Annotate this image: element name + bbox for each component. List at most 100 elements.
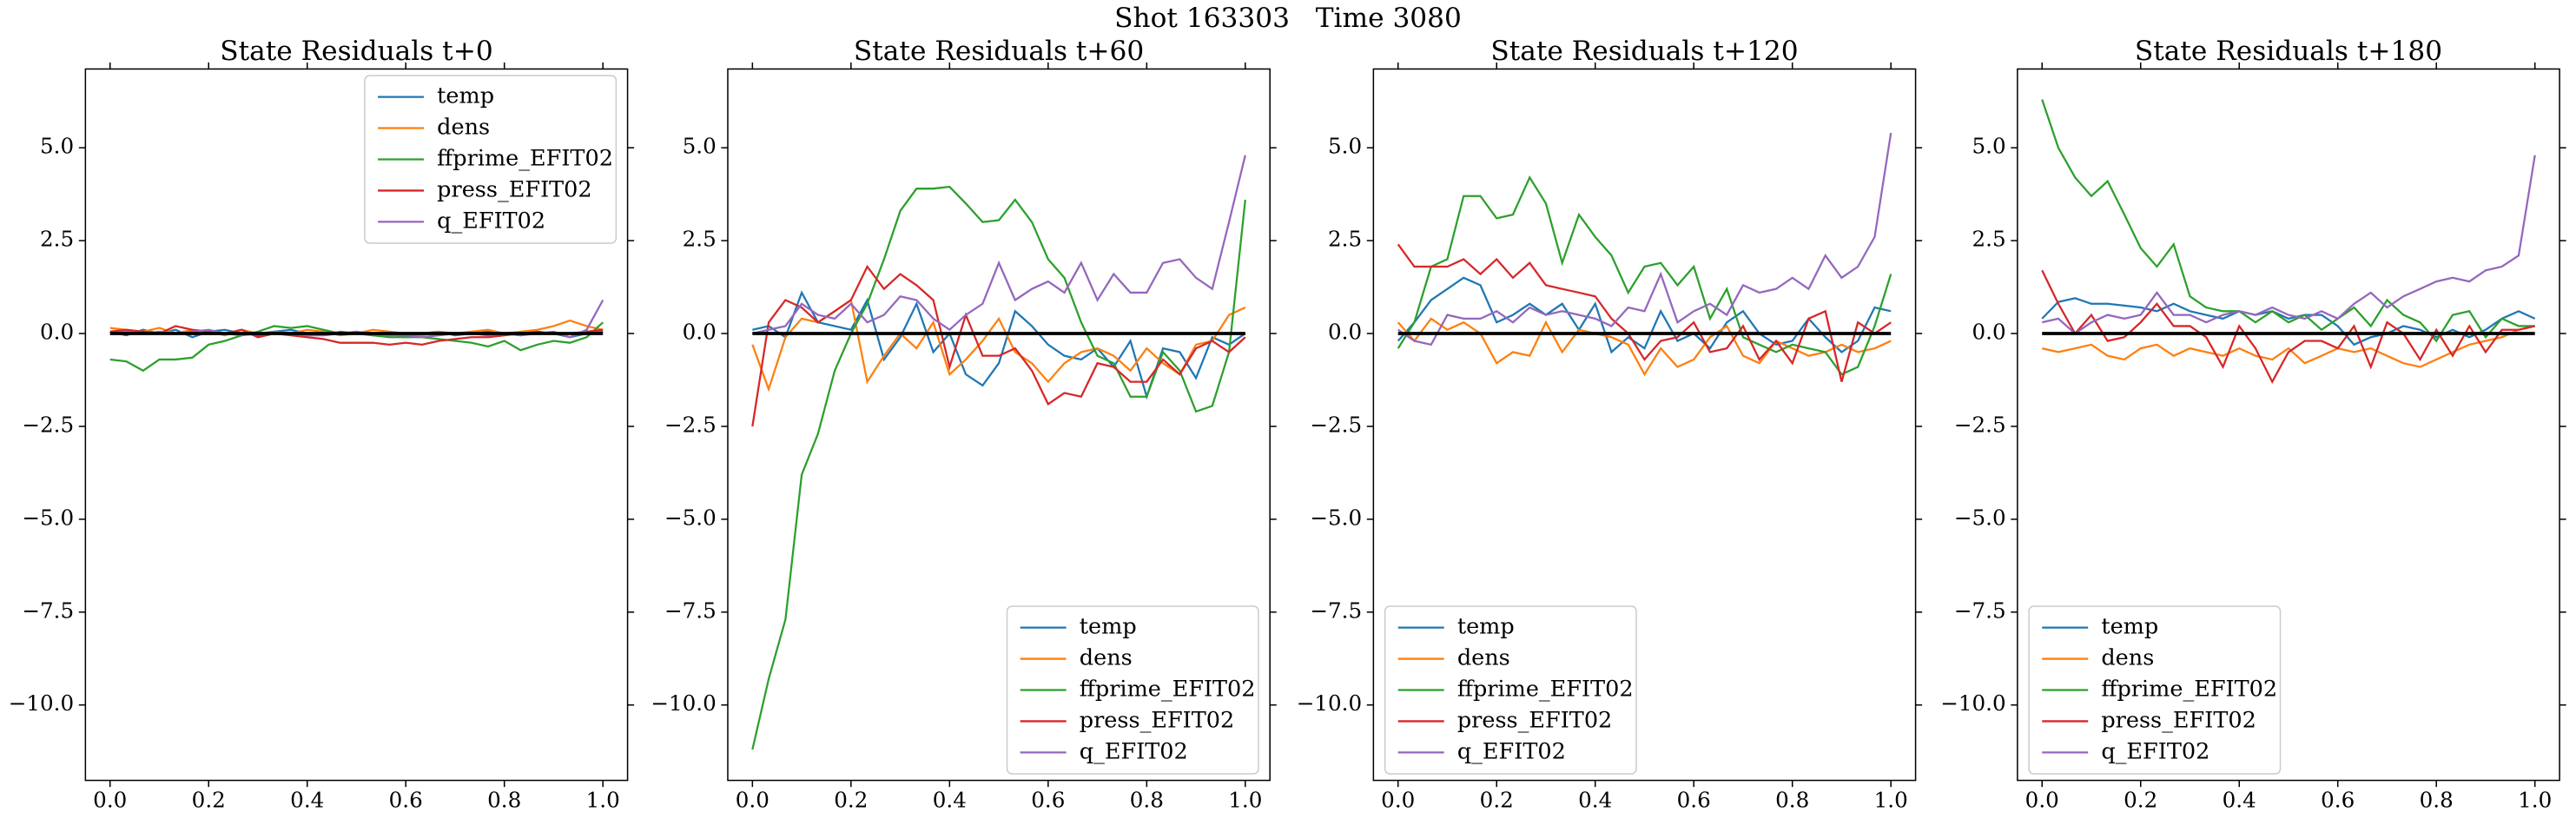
series-line <box>751 264 1246 427</box>
y-tick-label: −2.5 <box>22 412 74 437</box>
y-tick-label: 2.5 <box>1972 227 2006 252</box>
x-tick-label: 1.0 <box>1874 788 1908 813</box>
axes-title: State Residuals t+180 <box>2135 36 2442 67</box>
x-tick-label: 0.6 <box>1677 788 1711 813</box>
y-tick-label: −10.0 <box>9 690 74 716</box>
y-tick-label: −7.5 <box>1954 598 2006 623</box>
x-tick-label: 0.0 <box>93 788 127 813</box>
legend-label: ffprime_EFIT02 <box>1080 677 1256 703</box>
y-tick-label: 5.0 <box>1328 134 1362 159</box>
y-tick-label: −10.0 <box>1940 690 2005 716</box>
y-tick-label: −5.0 <box>1310 505 1362 530</box>
x-tick-label: 0.4 <box>933 788 967 813</box>
x-tick-label: 1.0 <box>1228 788 1262 813</box>
x-tick-label: 0.8 <box>2420 788 2454 813</box>
series-line <box>2041 297 2536 347</box>
x-tick-label: 0.2 <box>2124 788 2157 813</box>
legend-label: ffprime_EFIT02 <box>1457 677 1634 703</box>
x-tick-label: 1.0 <box>586 788 620 813</box>
legend-label: dens <box>1457 645 1510 671</box>
axes-title: State Residuals t+60 <box>854 36 1144 67</box>
x-tick-label: 0.2 <box>192 788 226 813</box>
legend-label: q_EFIT02 <box>2101 738 2209 764</box>
y-tick-label: 0.0 <box>40 319 74 344</box>
y-tick-label: −5.0 <box>664 505 717 530</box>
y-tick-label: −5.0 <box>1954 505 2006 530</box>
axes-title: State Residuals t+120 <box>1490 36 1798 67</box>
x-tick-label: 0.8 <box>1130 788 1164 813</box>
legend-label: temp <box>1080 614 1137 640</box>
y-tick-label: −7.5 <box>22 598 74 623</box>
y-tick-label: 2.5 <box>40 227 74 252</box>
series-line <box>1397 132 1892 347</box>
x-tick-label: 0.6 <box>2321 788 2355 813</box>
x-tick-label: 0.2 <box>834 788 868 813</box>
legend-label: q_EFIT02 <box>1457 738 1566 764</box>
legend-label: press_EFIT02 <box>1080 707 1234 733</box>
x-tick-label: 0.0 <box>2025 788 2059 813</box>
y-tick-label: 5.0 <box>40 134 74 159</box>
plot-area <box>2041 99 2536 385</box>
legend-label: press_EFIT02 <box>437 176 591 202</box>
y-tick-label: −7.5 <box>664 598 717 623</box>
series-line <box>751 185 1246 750</box>
y-tick-label: −2.5 <box>1310 412 1362 437</box>
legend-label: temp <box>1457 614 1515 640</box>
axes-frame <box>2017 68 2560 782</box>
legend-frame <box>1006 605 1259 775</box>
legend-label: dens <box>1080 645 1133 671</box>
series-line <box>2041 155 2536 335</box>
axes-title: State Residuals t+0 <box>220 36 493 67</box>
legend-label: dens <box>437 115 490 141</box>
series-line <box>2041 99 2535 343</box>
series-line <box>752 155 1246 335</box>
legend-label: dens <box>2101 645 2154 671</box>
series-line <box>2041 325 2535 368</box>
x-tick-label: 0.8 <box>1775 788 1809 813</box>
y-tick-label: −2.5 <box>664 412 717 437</box>
series-line <box>109 299 604 339</box>
series-line <box>1397 175 1892 376</box>
plot-area <box>751 155 1246 750</box>
legend-label: press_EFIT02 <box>1457 707 1612 733</box>
x-tick-label: 0.4 <box>1578 788 1612 813</box>
y-tick-label: 0.0 <box>1328 319 1362 344</box>
x-tick-label: 0.6 <box>1031 788 1065 813</box>
legend-frame <box>2028 605 2282 775</box>
plot-area <box>109 299 604 373</box>
y-tick-label: 2.5 <box>683 227 717 252</box>
legend-label: q_EFIT02 <box>1080 738 1188 764</box>
axes-frame <box>84 68 629 782</box>
y-tick-label: 5.0 <box>683 134 717 159</box>
x-tick-label: 0.4 <box>290 788 324 813</box>
legend-label: ffprime_EFIT02 <box>437 145 613 171</box>
y-tick-label: −2.5 <box>1954 412 2006 437</box>
x-tick-label: 0.4 <box>2223 788 2256 813</box>
legend-label: temp <box>437 83 494 109</box>
y-tick-label: −5.0 <box>22 505 74 530</box>
axes-frame <box>727 68 1271 782</box>
x-tick-label: 0.8 <box>487 788 521 813</box>
series-line <box>752 290 1246 400</box>
x-tick-label: 0.0 <box>736 788 769 813</box>
series-line <box>1397 243 1892 382</box>
y-tick-label: 2.5 <box>1328 227 1362 252</box>
x-tick-label: 1.0 <box>2518 788 2552 813</box>
series-line <box>2041 269 2535 385</box>
legend-frame <box>1384 605 1637 775</box>
y-tick-label: −10.0 <box>651 690 716 716</box>
y-tick-label: −7.5 <box>1310 598 1362 623</box>
legend-label: q_EFIT02 <box>437 208 545 234</box>
y-tick-label: 0.0 <box>1972 319 2006 344</box>
x-tick-label: 0.0 <box>1381 788 1415 813</box>
y-tick-label: −10.0 <box>1297 690 1362 716</box>
y-tick-label: 5.0 <box>1972 134 2006 159</box>
legend-label: press_EFIT02 <box>2101 707 2256 733</box>
x-tick-label: 0.6 <box>389 788 423 813</box>
axes-frame <box>1372 68 1917 782</box>
legend-label: ffprime_EFIT02 <box>2101 677 2277 703</box>
y-tick-label: 0.0 <box>683 319 717 344</box>
plot-area <box>1397 132 1892 382</box>
x-tick-label: 0.2 <box>1480 788 1514 813</box>
